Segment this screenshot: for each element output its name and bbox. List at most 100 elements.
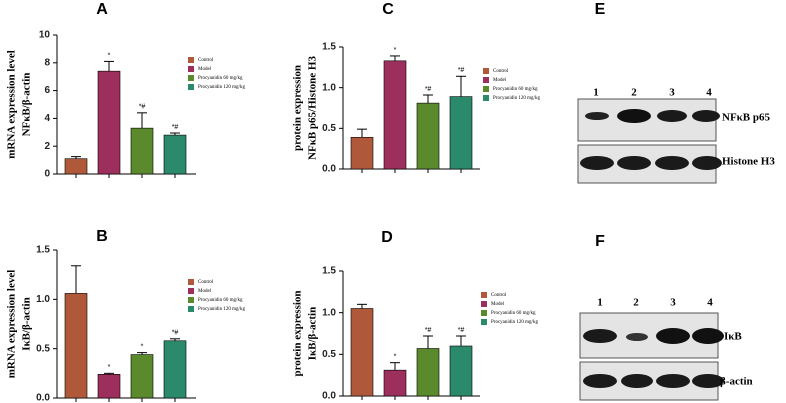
legend-swatch (483, 86, 489, 92)
y-axis-label: mRNA expression level (6, 50, 18, 159)
legend-label: Procyanidin 60 mg/kg (493, 87, 538, 92)
bar (163, 134, 187, 175)
legend-swatch (188, 279, 194, 285)
y-tick-label: 0.0 (322, 391, 336, 402)
legend-label: Procyanidin 120 mg/kg (493, 96, 540, 101)
bar (163, 340, 187, 399)
significance-mark: *# (172, 124, 179, 131)
band (692, 328, 724, 344)
bar (350, 136, 374, 170)
y-tick-label: 1.5 (36, 245, 50, 256)
bar (449, 345, 473, 397)
legend-swatch (188, 84, 194, 90)
band (692, 110, 720, 122)
bar (130, 127, 154, 175)
significance-mark: * (394, 47, 397, 54)
lane-label: 2 (631, 87, 637, 99)
panel-letter: C (382, 1, 394, 18)
panel-letter: A (96, 1, 108, 18)
bar (416, 102, 440, 170)
band (617, 156, 651, 170)
bar (383, 60, 407, 170)
band (657, 110, 687, 122)
band (656, 328, 690, 344)
significance-mark: * (108, 364, 111, 371)
legend-label: Procyanidin 60 mg/kg (198, 298, 243, 303)
y-tick-label: 10 (39, 30, 51, 41)
lane-label: 4 (706, 87, 712, 99)
legend-swatch (481, 310, 487, 316)
y-tick-label: 0 (44, 169, 50, 180)
y-tick-label: 0.5 (36, 343, 50, 354)
bar (97, 374, 121, 399)
band (583, 374, 617, 388)
bar (97, 70, 121, 175)
y-axis-label: NFκB/β-actin (21, 73, 33, 137)
y-tick-label: 0.0 (322, 164, 336, 175)
y-tick-label: 4 (44, 113, 50, 124)
legend-swatch (188, 297, 194, 303)
lane-label: 3 (669, 87, 675, 99)
y-tick-label: 0.0 (36, 393, 50, 403)
y-tick-label: 1.5 (322, 266, 336, 277)
y-tick-label: 1.5 (322, 42, 336, 53)
significance-mark: * (394, 354, 397, 361)
y-axis-label: NFκB p65/Histone H3 (307, 56, 319, 160)
blot-row-label: β-actin (720, 376, 753, 388)
y-tick-label: 1.0 (36, 294, 50, 305)
significance-mark: *# (425, 86, 432, 93)
legend-swatch (481, 319, 487, 325)
y-axis-label: mRNA expression level (6, 270, 18, 379)
significance-mark: *# (172, 330, 179, 337)
legend-label: Procyanidin 60 mg/kg (491, 311, 536, 316)
y-tick-label: 0.5 (322, 123, 336, 134)
bar (350, 308, 374, 397)
band (583, 329, 617, 343)
legend-label: Procyanidin 60 mg/kg (198, 76, 243, 81)
legend-swatch (188, 288, 194, 294)
lane-label: 3 (670, 297, 676, 309)
significance-mark: *# (458, 67, 465, 74)
legend-swatch (483, 68, 489, 74)
y-axis-label: IκB/β-actin (307, 307, 319, 360)
legend-label: Control (491, 293, 507, 298)
legend-swatch (188, 57, 194, 63)
lane-label: 4 (707, 297, 713, 309)
y-axis-label: IκB/β-actin (21, 297, 33, 350)
band (580, 156, 614, 170)
legend-label: Control (198, 58, 214, 63)
blot-f: F 1 2 3 4 IκB β-actin (579, 233, 753, 401)
lane-label: 2 (633, 297, 639, 309)
bar (64, 293, 88, 399)
significance-mark: *# (425, 327, 432, 334)
panel-letter: E (595, 1, 606, 18)
y-axis-label: protein expression (292, 290, 304, 376)
legend-swatch (188, 75, 194, 81)
significance-mark: * (108, 52, 111, 59)
band (692, 156, 722, 170)
legend-swatch (188, 66, 194, 72)
bar (416, 348, 440, 397)
legend-label: Model (493, 78, 507, 83)
y-axis-label: protein expression (292, 65, 304, 151)
y-tick-label: 6 (44, 85, 50, 96)
panel-letter: D (381, 229, 393, 246)
y-tick-label: 8 (44, 57, 50, 68)
band (655, 156, 689, 170)
significance-mark: * (141, 343, 144, 350)
significance-mark: *# (139, 104, 146, 111)
blot-e: E 1 2 3 4 NFκB p65 Histone H3 (577, 1, 775, 184)
y-tick-label: 1.0 (322, 82, 336, 93)
band (617, 109, 651, 123)
legend-label: Model (491, 302, 505, 307)
legend-swatch (483, 77, 489, 83)
legend-label: Model (198, 289, 212, 294)
y-tick-label: 1.0 (322, 307, 336, 318)
band (626, 333, 648, 341)
lane-label: 1 (593, 87, 599, 99)
bar (383, 369, 407, 397)
